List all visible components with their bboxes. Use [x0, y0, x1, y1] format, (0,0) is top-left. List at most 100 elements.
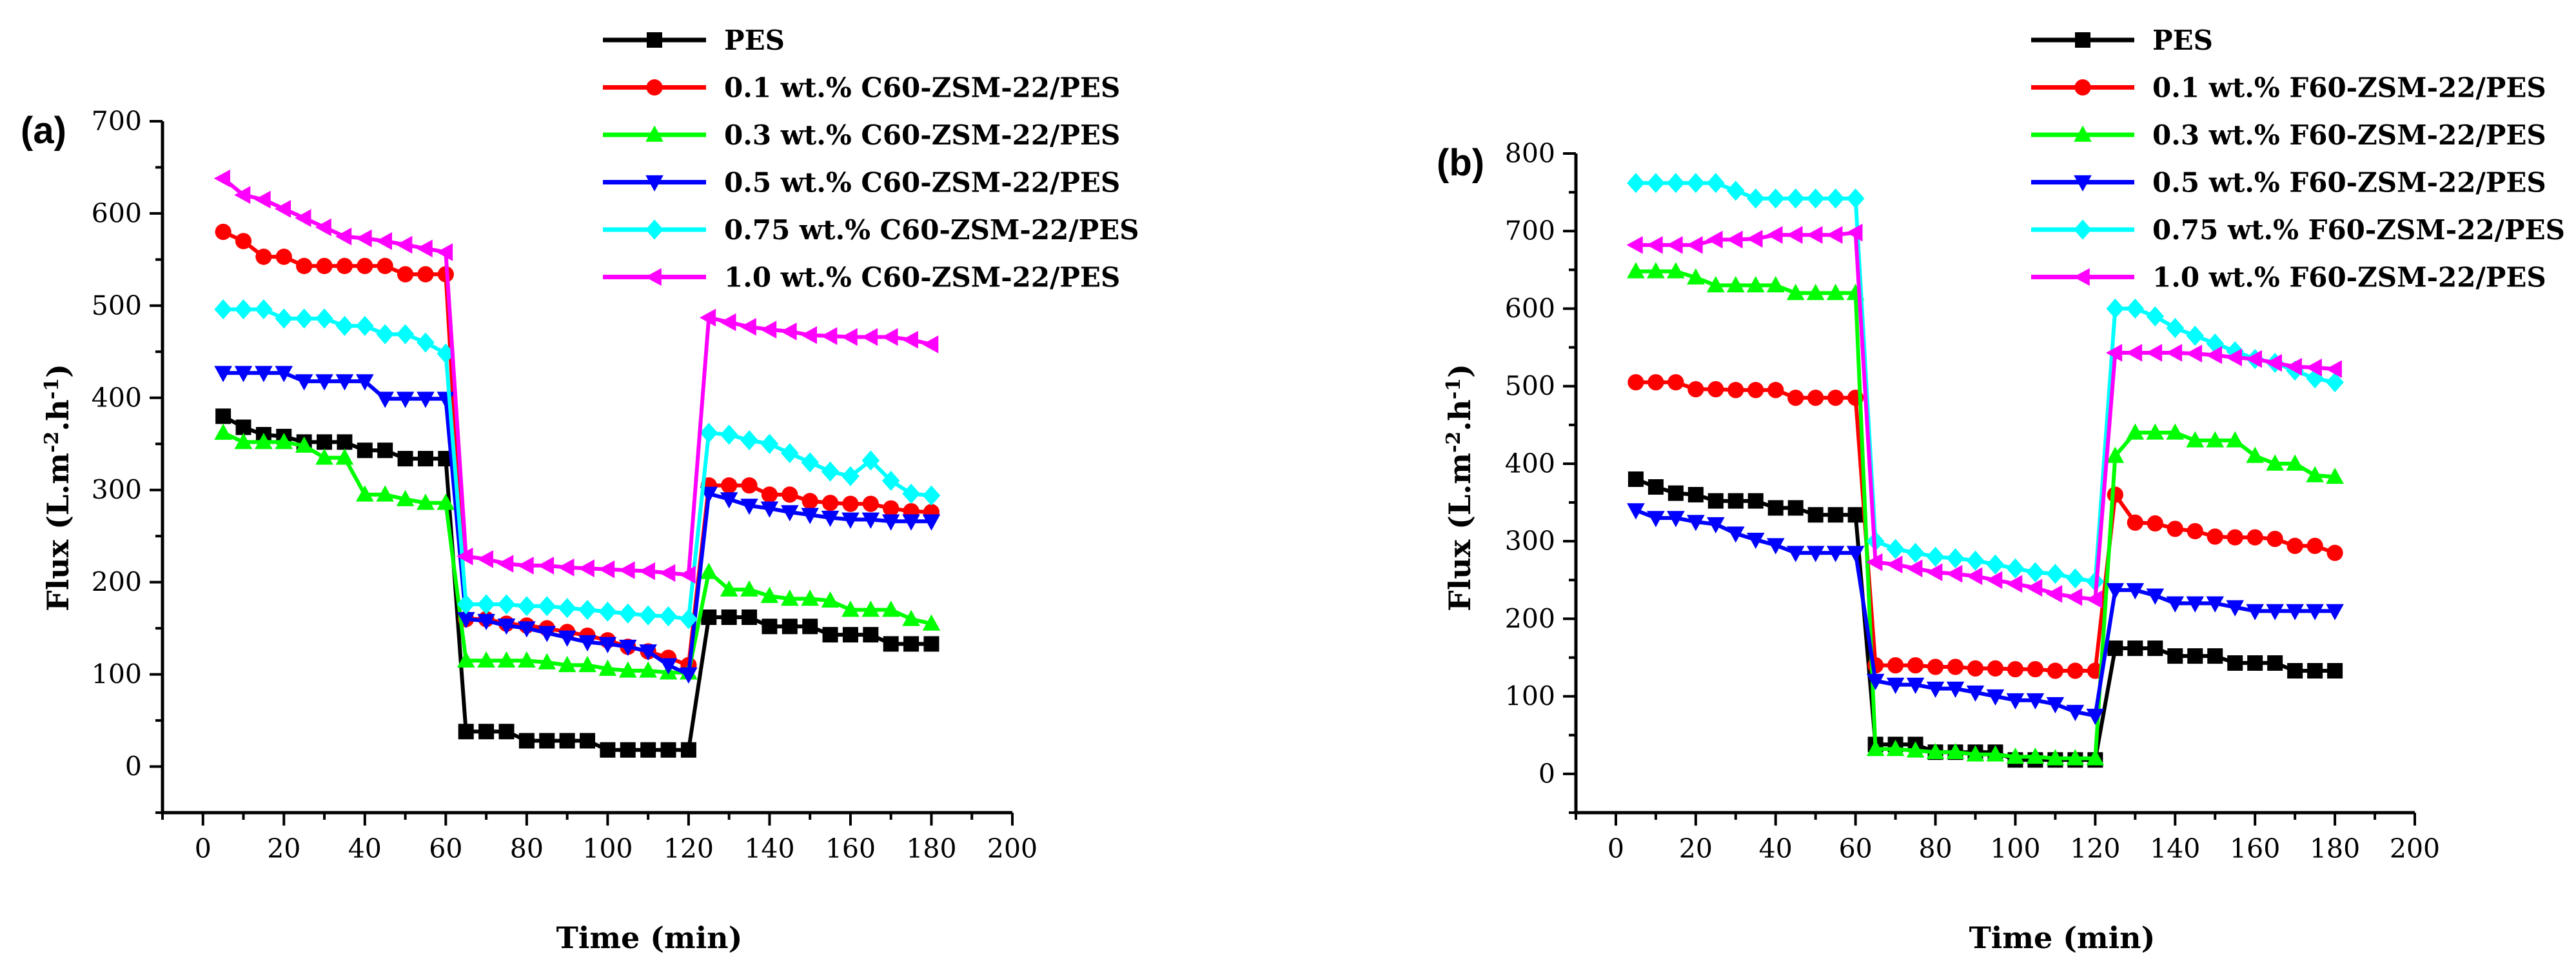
data-point-a-2	[214, 423, 232, 440]
y-axis-title-main-b: Flux (L.m	[1442, 453, 1477, 611]
legend-label: 0.75 wt.% F60-ZSM-22/PES	[2152, 214, 2565, 246]
chart-panel-b: (b) Time (min) Flux (L.m-2.h-1) 0 20 40 60 8…	[1437, 25, 2565, 955]
data-point-a-5	[355, 229, 372, 248]
x-tick-label-a: 200	[987, 833, 1037, 864]
data-point-a-1	[842, 495, 859, 512]
legend-swatch-marker	[646, 79, 663, 96]
data-point-b-5	[2165, 344, 2183, 362]
data-point-a-4	[335, 315, 354, 336]
legend-item-b-2: 0.3 wt.% F60-ZSM-22/PES	[2031, 119, 2546, 151]
data-point-a-3	[578, 635, 596, 651]
y-tick-label-a: 600	[92, 198, 142, 229]
data-point-a-4	[598, 601, 617, 622]
data-point-b-4	[2126, 298, 2145, 319]
data-point-b-1	[2027, 660, 2044, 678]
legend-item-b-1: 0.1 wt.% F60-ZSM-22/PES	[2031, 72, 2546, 104]
data-point-a-3	[417, 391, 435, 408]
data-point-b-0	[1687, 487, 1704, 503]
data-point-a-5	[740, 317, 756, 336]
data-point-b-0	[1647, 479, 1664, 495]
data-point-a-2	[841, 600, 860, 617]
series-b-1	[1627, 374, 2343, 679]
data-point-b-1	[1827, 390, 1844, 406]
series-a-2	[214, 423, 941, 680]
data-point-a-4	[922, 485, 941, 506]
data-point-b-5	[1986, 571, 2003, 589]
legend-label: 0.3 wt.% F60-ZSM-22/PES	[2152, 119, 2546, 151]
data-point-b-2	[2106, 446, 2125, 463]
data-point-b-1	[1807, 390, 1824, 406]
data-point-b-0	[2267, 655, 2283, 671]
data-point-b-0	[2127, 640, 2143, 657]
data-point-b-3	[1966, 685, 1985, 702]
y-tick-label-b: 700	[1505, 215, 1555, 246]
data-point-b-0	[2187, 648, 2203, 664]
data-point-a-1	[741, 477, 758, 494]
data-point-b-2	[2186, 431, 2205, 448]
data-point-b-3	[1906, 677, 1925, 695]
data-point-a-2	[295, 436, 313, 453]
data-point-a-3	[922, 514, 941, 531]
data-point-a-1	[801, 493, 818, 510]
data-point-b-1	[2227, 529, 2243, 546]
data-point-a-0	[742, 609, 758, 625]
legend-label: PES	[2152, 25, 2213, 56]
data-point-b-4	[1687, 173, 1705, 193]
data-point-b-2	[2206, 431, 2225, 448]
data-point-b-1	[1687, 381, 1704, 398]
data-point-b-4	[1886, 539, 1905, 559]
data-point-b-5	[2026, 579, 2043, 597]
data-point-b-3	[1806, 546, 1825, 562]
data-point-b-2	[1906, 741, 1925, 758]
legend-label: 0.1 wt.% C60-ZSM-22/PES	[724, 72, 1120, 104]
data-point-a-0	[721, 609, 737, 625]
data-point-b-3	[2286, 604, 2304, 620]
series-b-3	[1627, 503, 2344, 726]
y-axis-title-sup1-a: -2	[41, 431, 63, 453]
data-point-b-1	[1647, 374, 1664, 391]
data-point-a-1	[821, 495, 839, 511]
x-tick-label-a: 60	[429, 833, 462, 864]
data-point-a-2	[417, 493, 435, 510]
data-point-a-5	[295, 209, 311, 227]
y-axis-title-mid-b: .h	[1442, 399, 1477, 431]
data-point-a-4	[315, 308, 333, 329]
data-point-b-3	[2266, 604, 2284, 620]
legend-item-b-0: PES	[2031, 25, 2213, 56]
series-b-0	[1627, 471, 2343, 768]
data-point-a-1	[316, 257, 333, 275]
data-point-b-1	[2107, 486, 2123, 503]
data-point-b-5	[2265, 353, 2282, 372]
data-point-b-5	[1726, 230, 1743, 249]
data-point-a-2	[518, 651, 536, 668]
y-tick-label-b: 300	[1505, 526, 1555, 557]
data-point-b-5	[1766, 226, 1783, 244]
legend-swatch-marker	[2075, 32, 2090, 48]
x-tick-label-b: 160	[2230, 833, 2280, 864]
data-point-b-3	[2046, 697, 2065, 714]
data-point-b-3	[1627, 503, 1645, 520]
data-point-a-4	[760, 433, 779, 454]
data-point-a-3	[396, 391, 415, 408]
data-point-a-0	[782, 619, 798, 635]
data-point-b-2	[2046, 749, 2065, 766]
data-point-a-3	[335, 374, 354, 391]
data-point-a-2	[881, 600, 900, 617]
data-point-b-1	[2247, 529, 2263, 546]
data-point-a-3	[821, 510, 840, 528]
data-point-b-1	[2286, 537, 2303, 554]
data-point-b-3	[1846, 546, 1865, 562]
x-tick-label-b: 80	[1918, 833, 1952, 864]
y-tick-label-a: 300	[92, 475, 142, 506]
data-point-a-0	[417, 451, 433, 467]
data-point-a-3	[275, 366, 293, 382]
data-point-b-0	[2107, 640, 2123, 657]
data-point-a-0	[337, 434, 353, 450]
data-point-b-1	[1667, 374, 1684, 391]
data-point-b-0	[1727, 493, 1744, 509]
data-point-b-3	[2086, 708, 2105, 726]
data-point-b-2	[1707, 276, 1725, 293]
data-point-a-2	[497, 651, 516, 668]
y-tick-label-b: 500	[1505, 371, 1555, 402]
